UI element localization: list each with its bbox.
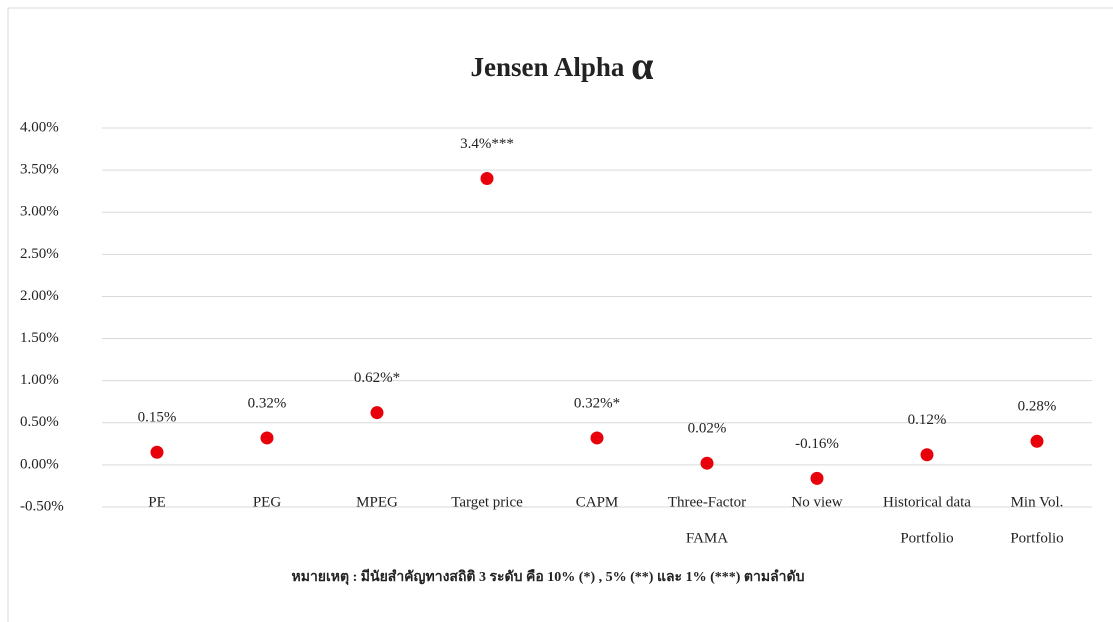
x-tick-label: Portfolio: [1010, 530, 1063, 546]
y-tick-label: 4.00%: [20, 119, 59, 135]
data-label: -0.16%: [795, 436, 839, 452]
note: หมายเหตุ : มีนัยสำคัญทางสถิติ 3 ระดับ คื…: [291, 569, 804, 585]
y-tick-label: 3.00%: [20, 204, 59, 220]
x-tick-label: PEG: [253, 494, 282, 510]
data-label: 3.4%***: [460, 136, 514, 152]
x-tick-label: Min Vol.: [1011, 494, 1064, 510]
data-label: 0.28%: [1018, 399, 1057, 415]
dot: [920, 448, 934, 462]
y-tick-label: 2.50%: [20, 246, 59, 262]
x-tick-label: Portfolio: [900, 530, 953, 546]
y-tick-label: 1.50%: [20, 330, 59, 346]
data-label: 0.12%: [908, 412, 947, 428]
y-tick-label: 1.00%: [20, 372, 59, 388]
x-tick-label: No view: [791, 494, 842, 510]
x-tick-label: Target price: [451, 494, 523, 510]
x-tick-label: CAPM: [576, 494, 619, 510]
y-tick-label: 0.50%: [20, 414, 59, 430]
y-tick-label: 0.00%: [20, 456, 59, 472]
x-tick-label: MPEG: [356, 494, 398, 510]
data-label: 0.32%*: [574, 395, 620, 411]
data-label: 0.62%*: [354, 370, 400, 386]
x-tick-label: PE: [148, 494, 166, 510]
dot: [150, 445, 164, 459]
dot: [810, 471, 824, 485]
data-label: 0.32%: [248, 395, 287, 411]
dot: [260, 431, 274, 445]
dot: [370, 406, 384, 420]
title-text: Jensen Alpha: [471, 52, 625, 82]
dot: [590, 431, 604, 445]
x-tick-label: FAMA: [686, 530, 728, 546]
chart-frame: [7, 7, 1113, 622]
chart-title: Jensen Alpha α: [471, 43, 654, 88]
dot: [1030, 434, 1044, 448]
x-tick-label: Three-Factor: [668, 494, 746, 510]
title-symbol: α: [631, 43, 653, 88]
y-tick-label: 3.50%: [20, 162, 59, 178]
data-label: 0.02%: [688, 421, 727, 437]
y-tick-label: -0.50%: [20, 498, 64, 514]
dot: [480, 172, 494, 186]
data-label: 0.15%: [138, 410, 177, 426]
dot: [700, 456, 714, 470]
x-tick-label: Historical data: [883, 494, 971, 510]
y-tick-label: 2.00%: [20, 288, 59, 304]
